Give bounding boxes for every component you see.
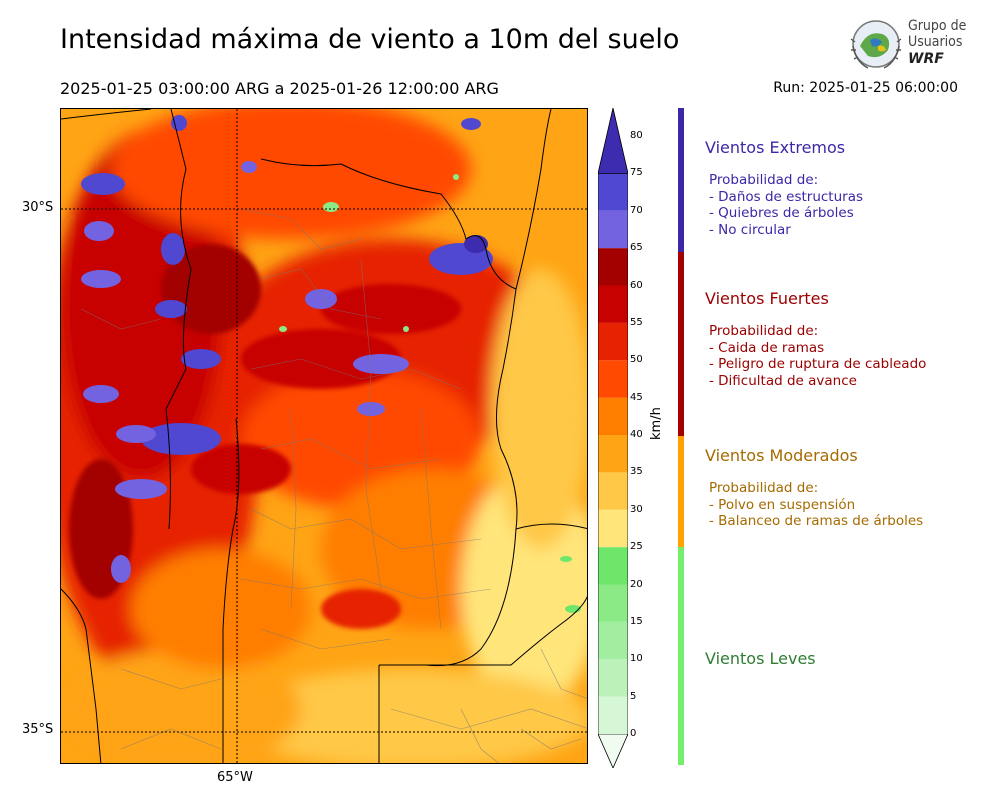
- moderate-category-description: Probabilidad de: - Polvo en suspensión -…: [709, 480, 923, 530]
- page-title: Intensidad máxima de viento a 10m del su…: [60, 24, 680, 55]
- extreme-category-bar: [678, 108, 684, 252]
- moderate-category-bar: [678, 436, 684, 547]
- colorbar-segment: [598, 584, 628, 622]
- colorbar-tick-label: 40: [630, 429, 643, 440]
- colorbar-tick-label: 20: [630, 578, 643, 590]
- globe-logo-icon: [850, 20, 902, 69]
- colorbar-tick-label: 80: [630, 130, 643, 141]
- colorbar-segment: [598, 435, 628, 473]
- description-line: - Dificultad de avance: [709, 372, 857, 389]
- colorbar-segment: [598, 472, 628, 510]
- description-line: Probabilidad de:: [709, 172, 819, 188]
- colorbar-tick-label: 75: [630, 167, 643, 179]
- colorbar-segment: [598, 621, 628, 660]
- light-category-title: Vientos Leves: [705, 649, 816, 668]
- colorbar-tick-label: 15: [630, 615, 643, 627]
- colorbar-segment: [598, 322, 628, 361]
- wind-map: [60, 108, 588, 764]
- description-line: Probabilidad de:: [709, 480, 819, 496]
- colorbar-tick-label: 45: [630, 391, 643, 403]
- light-category-bar: [678, 547, 684, 765]
- description-line: - Polvo en suspensión: [709, 496, 856, 513]
- wrf-users-logo: Grupo de Usuarios WRF: [848, 16, 968, 72]
- colorbar-segment: [598, 547, 628, 585]
- colorbar-tick-label: 10: [630, 653, 643, 665]
- description-line: - Caida de ramas: [709, 339, 825, 356]
- colorbar-segment: [598, 659, 628, 697]
- description-line: - Peligro de ruptura de cableado: [709, 356, 927, 372]
- colorbar-tick-label: 5: [630, 690, 637, 702]
- description-line: - Daños de estructuras: [709, 188, 864, 205]
- colorbar-tick-label: 35: [630, 466, 643, 478]
- colorbar-segment: [598, 248, 628, 286]
- strong-category-bar: [678, 252, 684, 436]
- colorbar-tick-label: 55: [630, 316, 643, 328]
- description-line: Probabilidad de:: [709, 323, 819, 339]
- description-line: - No circular: [709, 221, 791, 238]
- colorbar-segment: [598, 509, 628, 548]
- colorbar-extend-low: [598, 733, 628, 768]
- colorbar-segment: [598, 210, 628, 249]
- extreme-category-title: Vientos Extremos: [705, 138, 846, 157]
- colorbar-tick-label: 25: [630, 541, 643, 553]
- colorbar-tick-label: 65: [630, 242, 643, 254]
- lon-label-65w: 65°W: [217, 770, 253, 785]
- colorbar-tick-label: 50: [630, 354, 643, 366]
- colorbar: [598, 108, 628, 768]
- description-line: - Balanceo de ramas de árboles: [709, 513, 924, 529]
- colorbar-tick-label: 0: [630, 728, 637, 739]
- logo-wrf-text: WRF: [908, 51, 944, 67]
- colorbar-segment: [598, 173, 628, 211]
- colorbar-extend-high: [598, 108, 628, 174]
- colorbar-tick-label: 30: [630, 503, 643, 515]
- extreme-category-description: Probabilidad de: - Daños de estructuras …: [709, 172, 863, 238]
- colorbar-segment: [598, 360, 628, 398]
- colorbar-tick-label: 70: [630, 204, 643, 216]
- colorbar-segment: [598, 285, 628, 323]
- wind-field: [61, 109, 587, 763]
- lat-label-30s: 30°S: [22, 200, 54, 215]
- colorbar-segment: [598, 397, 628, 435]
- strong-category-description: Probabilidad de: - Caida de ramas - Peli…: [709, 323, 926, 389]
- logo-text-line1: Grupo de: [908, 18, 967, 34]
- colorbar-segment: [598, 696, 628, 734]
- logo-text-line2: Usuarios: [908, 34, 963, 50]
- description-line: - Quiebres de árboles: [709, 205, 854, 221]
- lat-label-35s: 35°S: [22, 722, 54, 737]
- moderate-category-title: Vientos Moderados: [705, 446, 858, 465]
- run-timestamp: Run: 2025-01-25 06:00:00: [773, 80, 958, 96]
- colorbar-unit-label: km/h: [649, 407, 664, 440]
- colorbar-tick-label: 60: [630, 279, 643, 291]
- forecast-period: 2025-01-25 03:00:00 ARG a 2025-01-26 12:…: [60, 79, 499, 98]
- strong-category-title: Vientos Fuertes: [705, 289, 829, 308]
